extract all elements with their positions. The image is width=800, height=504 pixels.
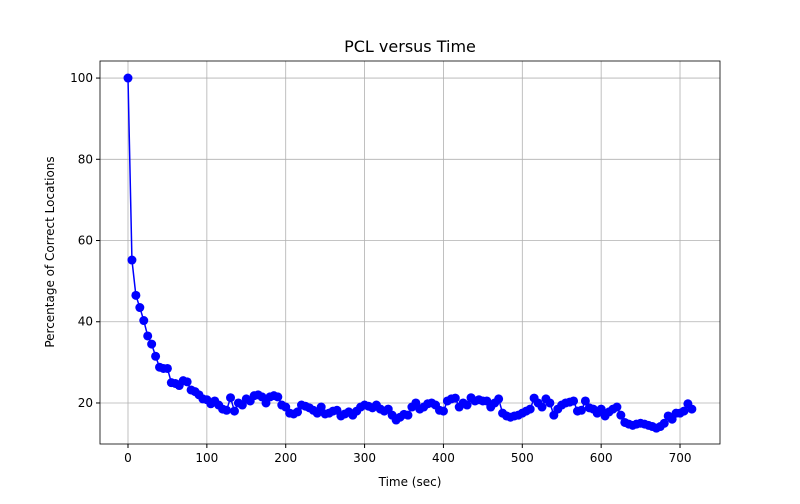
- data-point: [123, 73, 133, 83]
- data-point: [537, 402, 547, 412]
- data-point: [494, 394, 504, 404]
- x-tick-label: 400: [432, 451, 455, 465]
- data-point: [580, 396, 590, 406]
- y-tick-label: 100: [70, 71, 93, 85]
- x-axis-label: Time (sec): [378, 475, 442, 489]
- data-point: [182, 377, 192, 387]
- data-point: [679, 406, 689, 416]
- x-tick-label: 100: [195, 451, 218, 465]
- data-point: [143, 331, 153, 341]
- data-point: [135, 303, 145, 313]
- data-point: [450, 393, 460, 403]
- x-tick-label: 200: [274, 451, 297, 465]
- data-point: [596, 404, 606, 414]
- data-point: [525, 404, 535, 414]
- y-tick-label: 80: [78, 152, 93, 166]
- x-tick-label: 300: [353, 451, 376, 465]
- data-point: [139, 316, 149, 326]
- y-tick-label: 40: [78, 315, 93, 329]
- data-point: [569, 396, 579, 406]
- data-point: [462, 400, 472, 410]
- data-point: [162, 363, 172, 373]
- data-point: [147, 339, 157, 349]
- data-point: [612, 402, 622, 412]
- data-point: [545, 398, 555, 408]
- data-point: [438, 406, 448, 416]
- data-point: [616, 410, 626, 420]
- data-point: [222, 405, 232, 415]
- y-tick-label: 60: [78, 234, 93, 248]
- data-point: [151, 351, 161, 361]
- data-point: [576, 405, 586, 415]
- data-point: [131, 290, 141, 300]
- plot-frame: [99, 60, 721, 445]
- chart-title: PCL versus Time: [344, 37, 476, 56]
- data-point: [687, 404, 697, 414]
- y-tick-label: 20: [78, 396, 93, 410]
- data-point: [226, 393, 236, 403]
- x-tick-label: 700: [669, 451, 692, 465]
- x-tick-label: 500: [511, 451, 534, 465]
- data-point: [127, 255, 137, 265]
- data-point: [293, 407, 303, 417]
- x-tick-label: 600: [590, 451, 613, 465]
- data-line: [127, 78, 693, 429]
- y-axis-label: Percentage of Correct Locations: [43, 156, 57, 347]
- data-point: [229, 406, 239, 416]
- data-point: [273, 392, 283, 402]
- data-point: [659, 418, 669, 428]
- data-point: [316, 402, 326, 412]
- data-point: [403, 410, 413, 420]
- x-tick-label: 0: [124, 451, 132, 465]
